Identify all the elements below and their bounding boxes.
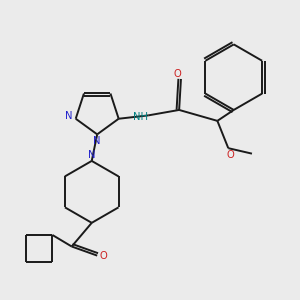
Text: NH: NH	[133, 112, 148, 122]
Text: O: O	[226, 150, 234, 160]
Text: N: N	[65, 111, 73, 121]
Text: N: N	[93, 136, 101, 146]
Text: N: N	[88, 150, 95, 160]
Text: O: O	[100, 250, 108, 261]
Text: O: O	[173, 69, 181, 79]
